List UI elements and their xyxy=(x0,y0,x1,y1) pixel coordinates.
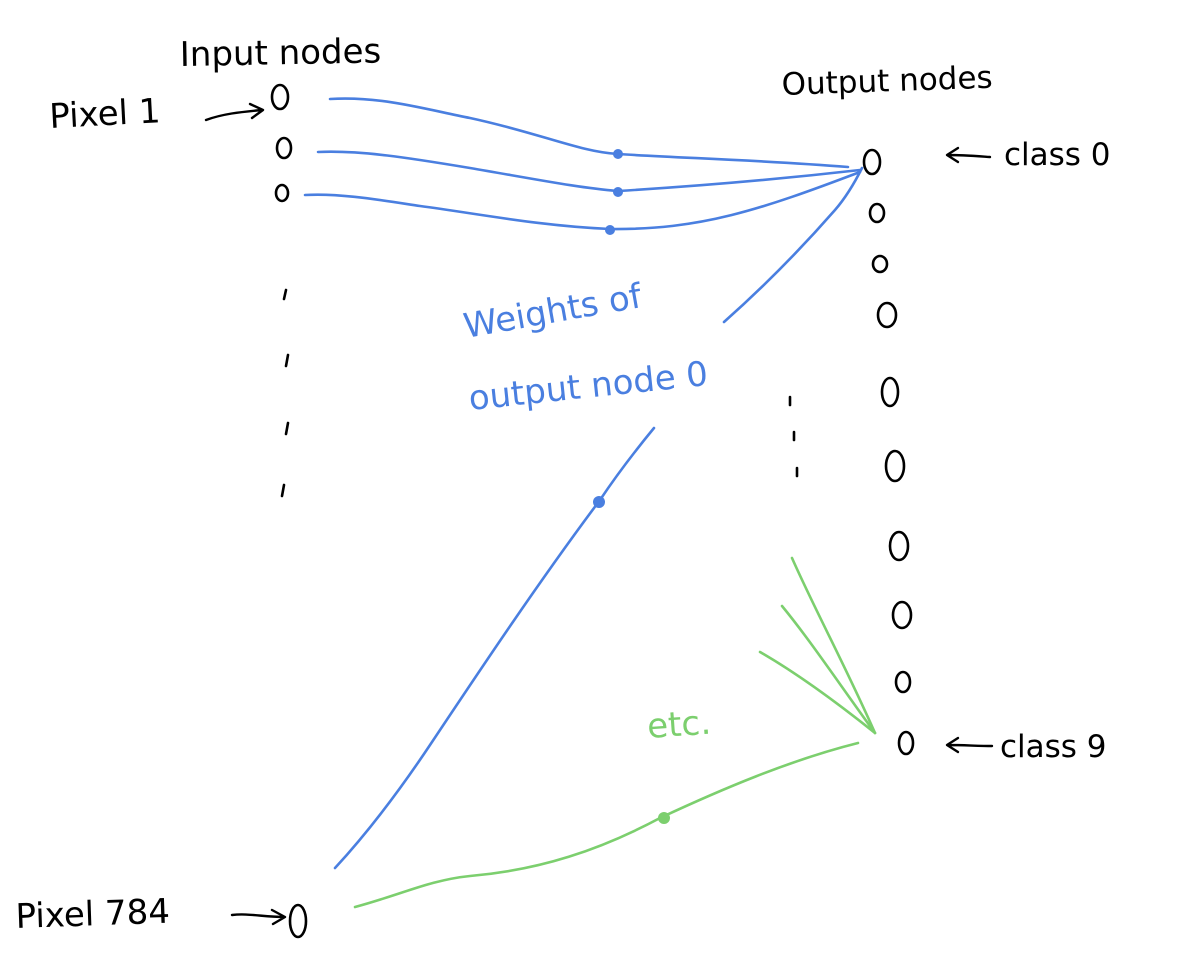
other-output-weights xyxy=(353,556,877,909)
weight-marker xyxy=(613,187,623,197)
right-arrow-icon xyxy=(204,102,265,122)
class-last-label: class 9 xyxy=(1000,729,1107,765)
input-node-column xyxy=(270,83,308,939)
output-node-3 xyxy=(876,301,898,329)
input-node-3 xyxy=(274,183,290,203)
weight-line-input-1 xyxy=(328,97,850,169)
weight-line-continuation xyxy=(722,166,864,324)
output-node-7 xyxy=(891,600,913,630)
right-arrow-icon xyxy=(230,908,287,926)
weight-line-input-2 xyxy=(316,150,862,193)
output-node-0 xyxy=(862,148,882,176)
output-node-6 xyxy=(888,530,910,562)
ellipsis-dot xyxy=(280,483,286,498)
pixel-first-label: Pixel 1 xyxy=(48,91,161,137)
weight-line-green xyxy=(790,556,877,735)
output-node-column xyxy=(862,148,915,756)
output-node-0-weights xyxy=(303,97,864,870)
weight-line-green xyxy=(780,604,877,735)
weights-label-line2: output node 0 xyxy=(467,354,710,419)
ellipsis-dot xyxy=(282,288,288,301)
left-arrow-icon xyxy=(945,736,994,754)
ellipsis-dot xyxy=(284,353,290,368)
input-nodes-heading: Input nodes xyxy=(179,31,381,75)
output-node-5 xyxy=(884,449,906,483)
weight-line-input-3 xyxy=(303,170,862,231)
ellipsis-dot xyxy=(284,421,290,436)
output-node-1 xyxy=(868,202,886,224)
output-node-8 xyxy=(894,670,912,694)
etc-label: etc. xyxy=(646,703,712,747)
weight-marker xyxy=(593,496,605,508)
weight-line-green xyxy=(353,741,860,909)
output-node-4 xyxy=(880,376,900,408)
class-first-label: class 0 xyxy=(1004,137,1111,173)
weight-line-green xyxy=(758,650,877,735)
input-node-784 xyxy=(288,903,308,939)
weight-line-input-784 xyxy=(333,426,656,870)
output-node-2 xyxy=(871,254,889,274)
weights-label-line1: Weights of xyxy=(461,276,646,347)
output-nodes-heading: Output nodes xyxy=(781,60,993,103)
input-node-1 xyxy=(270,83,290,111)
weight-marker xyxy=(613,149,623,159)
pixel-last-label: Pixel 784 xyxy=(15,892,171,937)
weight-marker xyxy=(605,225,615,235)
weight-marker xyxy=(658,812,670,824)
output-node-9 xyxy=(897,730,915,756)
input-node-2 xyxy=(275,136,293,160)
left-arrow-icon xyxy=(945,146,992,164)
